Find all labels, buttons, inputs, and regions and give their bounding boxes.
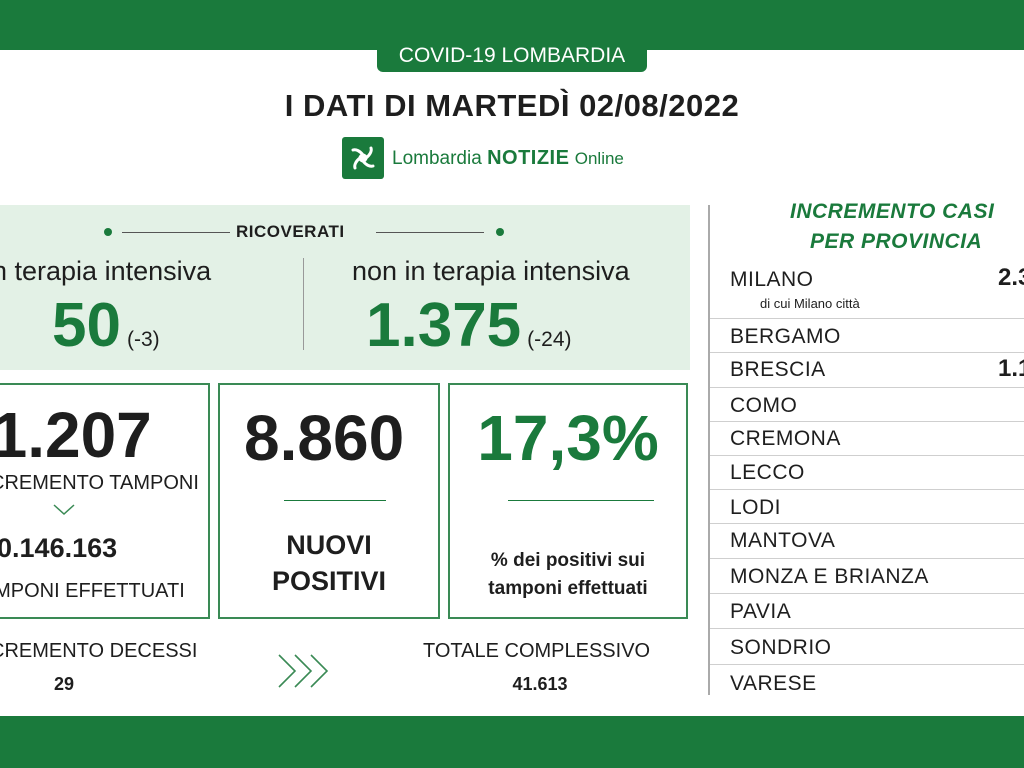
non-intensiva-delta: (-24) <box>527 328 572 351</box>
non-intensiva-label: non in terapia intensiva <box>352 256 630 286</box>
logo-notizie: NOTIZIE <box>487 146 570 169</box>
province-value-brescia: 1.1 <box>998 355 1024 382</box>
lombardia-notizie-logo: Lombardia NOTIZIE Online <box>342 137 624 179</box>
positivi-card <box>218 383 440 619</box>
percentuale-card <box>448 383 688 619</box>
row-divider <box>710 628 1024 629</box>
province-name-bergamo: BERGAMO <box>730 325 841 348</box>
province-title-line2: PER PROVINCIA <box>810 230 983 253</box>
ricoverati-dot-left <box>104 228 112 236</box>
province-name-milano: MILANO <box>730 268 814 291</box>
province-value-milano: 2.3 <box>998 264 1024 291</box>
province-name-lecco: LECCO <box>730 461 805 484</box>
tamponi-value: 51.207 <box>0 399 152 471</box>
row-divider <box>710 489 1024 490</box>
lombardia-cross-icon <box>342 137 384 179</box>
percentuale-caption-line2: tamponi effettuati <box>488 578 648 599</box>
province-name-cremona: CREMONA <box>730 427 841 450</box>
province-name-brescia: BRESCIA <box>730 358 826 381</box>
tamponi-label: INCREMENTO TAMPONI <box>0 472 199 494</box>
intensiva-label: in terapia intensiva <box>0 256 212 286</box>
row-divider <box>710 318 1024 319</box>
row-divider <box>710 664 1024 665</box>
ricoverati-line-right <box>376 232 484 233</box>
totale-label: TOTALE COMPLESSIVO <box>423 640 651 662</box>
positivi-value: 8.860 <box>244 402 405 474</box>
intensiva-delta: (-3) <box>126 328 160 351</box>
non-intensiva-value: 1.375 <box>366 291 522 360</box>
row-divider <box>710 352 1024 353</box>
intensiva-value-row: 50 (-3) <box>52 290 160 361</box>
logo-brand: Lombardia <box>392 147 482 169</box>
province-name-monza: MONZA E BRIANZA <box>730 565 929 588</box>
decessi-label: INCREMENTO DECESSI <box>0 640 198 662</box>
province-title-line1: INCREMENTO CASI <box>790 200 995 223</box>
ricoverati-line-left <box>122 232 230 233</box>
percentuale-caption-line1: % dei positivi sui <box>490 550 646 571</box>
tamponi-total: 40.146.163 <box>0 533 118 563</box>
province-divider <box>708 205 710 695</box>
region-pill: COVID-19 LOMBARDIA <box>377 40 647 72</box>
logo-online: Online <box>574 148 624 168</box>
triple-chevron-right-icon <box>275 651 337 696</box>
row-divider <box>710 593 1024 594</box>
ricoverati-title: RICOVERATI <box>236 222 345 241</box>
province-name-mantova: MANTOVA <box>730 529 836 552</box>
row-divider <box>710 558 1024 559</box>
province-name-sondrio: SONDRIO <box>730 636 832 659</box>
page-title: I DATI DI MARTEDÌ 02/08/2022 <box>284 88 740 123</box>
tamponi-card <box>0 383 210 619</box>
tamponi-total-label: TAMPONI EFFETTUATI <box>0 580 185 602</box>
chevron-down-icon <box>52 503 76 522</box>
positivi-separator <box>284 500 386 501</box>
row-divider <box>710 455 1024 456</box>
province-name-varese: VARESE <box>730 672 817 695</box>
positivi-label-line1: NUOVI <box>286 530 372 560</box>
logo-text: Lombardia NOTIZIE Online <box>392 147 624 170</box>
ricoverati-panel <box>0 205 690 370</box>
percentuale-value: 17,3% <box>477 402 659 474</box>
non-intensiva-value-row: 1.375 (-24) <box>366 290 572 361</box>
row-divider <box>710 421 1024 422</box>
bottom-bar <box>0 716 1024 768</box>
ricoverati-dot-right <box>496 228 504 236</box>
totale-value: 41.613 <box>512 674 568 694</box>
row-divider <box>710 523 1024 524</box>
province-name-lodi: LODI <box>730 496 782 519</box>
decessi-value: 29 <box>53 674 75 694</box>
row-divider <box>710 387 1024 388</box>
ricoverati-divider <box>303 258 304 350</box>
positivi-label-line2: POSITIVI <box>271 566 387 596</box>
province-name-como: COMO <box>730 394 798 417</box>
milano-city-note: di cui Milano città <box>760 296 860 311</box>
intensiva-value: 50 <box>52 291 121 360</box>
province-name-pavia: PAVIA <box>730 600 792 623</box>
percentuale-separator <box>508 500 654 501</box>
